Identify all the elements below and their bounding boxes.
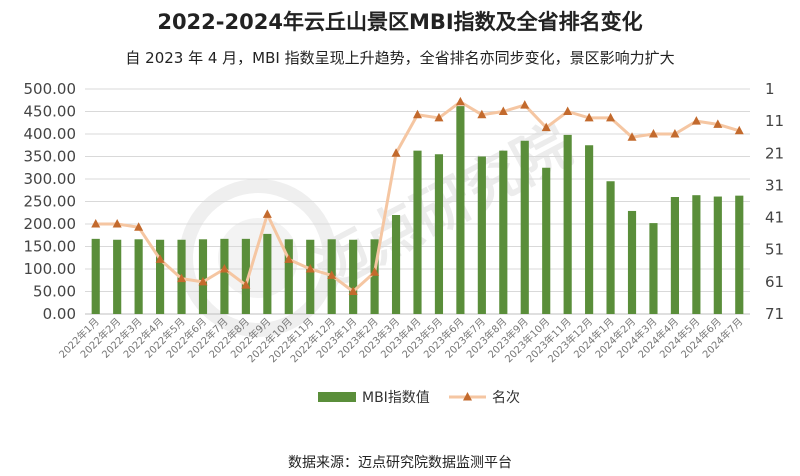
bar [713,196,722,314]
rank-marker [155,254,165,263]
y-left-tick-label: 150.00 [24,238,77,256]
source-note: 数据来源：迈点研究院数据监测平台 [288,455,512,471]
bar [499,150,508,314]
rank-marker [670,129,680,138]
bar [670,197,679,314]
y-left-tick-label: 350.00 [24,148,77,166]
chart-subtitle: 自 2023 年 4 月，MBI 指数呈现上升趋势，全省排名亦同步变化，景区影响… [125,49,675,67]
legend-label-bar: MBI指数值 [362,390,430,406]
rank-marker [455,96,465,106]
bar [627,210,637,314]
rank-line-series [91,96,744,295]
y-left-tick-label: 200.00 [24,215,77,233]
y-right-tick-label: 1 [765,80,775,98]
bar [692,195,701,314]
legend-swatch-marker [463,392,472,401]
rank-marker [691,116,701,125]
chart-title: 2022-2024年云丘山景区MBI指数及全省排名变化 [157,10,643,34]
rank-marker [305,264,315,273]
rank-marker [262,209,272,218]
y-left-tick-label: 0.00 [43,305,76,323]
y-left-tick-label: 500.00 [24,80,77,98]
rank-marker [134,222,144,231]
bar [585,145,594,314]
y-left-tick-label: 300.00 [24,170,77,188]
y-left-tick-label: 400.00 [24,125,77,143]
bar [520,140,529,314]
rank-marker [241,280,251,289]
rank-marker [112,219,122,228]
bar [198,239,208,314]
rank-marker [177,273,187,283]
y-right-tick-label: 21 [765,144,784,162]
rank-marker [434,112,444,122]
rank-marker [563,106,573,115]
bar [456,106,465,314]
bar [263,233,272,314]
bar [284,239,293,314]
rank-marker [284,254,294,263]
bar [113,239,122,314]
y-right-tick-label: 11 [765,112,784,130]
bar [306,239,315,314]
y-left-tick-label: 450.00 [24,103,77,121]
bar [220,238,229,314]
rank-marker [391,148,401,157]
rank-marker [91,219,101,228]
rank-marker [413,109,422,119]
chart-canvas: 迈点研究院 0.0050.00100.00150.00200.00250.003… [24,80,785,406]
bar [134,239,143,314]
legend-swatch-bar [318,392,356,402]
rank-marker [327,270,337,279]
rank-marker [648,129,658,138]
rank-marker [477,109,487,119]
bar [563,134,572,314]
rank-marker [370,267,380,276]
bar-series [91,106,744,314]
bar [156,239,165,314]
rank-marker [734,125,744,135]
bar [91,238,100,314]
y-right-tick-label: 61 [765,273,784,291]
y-left-tick-label: 50.00 [33,283,76,301]
rank-marker [541,122,551,132]
rank-marker [713,119,723,128]
rank-marker [198,276,208,286]
y-right-tick-label: 71 [765,305,784,323]
legend: MBI指数值 名次 [318,390,520,406]
bar [735,195,744,314]
rank-marker [606,112,616,122]
bar [606,181,615,314]
y-left-tick-label: 100.00 [24,260,77,278]
y-right-tick-label: 41 [765,209,784,227]
y-right-tick-label: 51 [765,241,784,259]
bar [542,167,551,314]
rank-marker [520,100,530,109]
bar [477,156,486,314]
legend-label-line: 名次 [492,390,520,406]
rank-marker [584,112,594,122]
bar [434,154,444,314]
rank-marker [219,264,229,273]
y-right-tick-label: 31 [765,176,784,194]
rank-marker [498,106,508,115]
bar [413,150,422,314]
bar [649,223,658,314]
rank-marker [627,132,637,141]
y-left-tick-label: 250.00 [24,193,77,211]
bar [349,239,358,314]
bar [370,239,379,314]
x-axis: 2022年1月2022年2月2022年3月2022年4月2022年5月2022年… [56,315,745,365]
left-axis: 0.00 50.00 100.00 150.00 200.00 250.00 300.00 3… [24,80,77,323]
rank-marker [348,286,358,295]
bar [241,238,250,314]
bar [391,215,401,314]
